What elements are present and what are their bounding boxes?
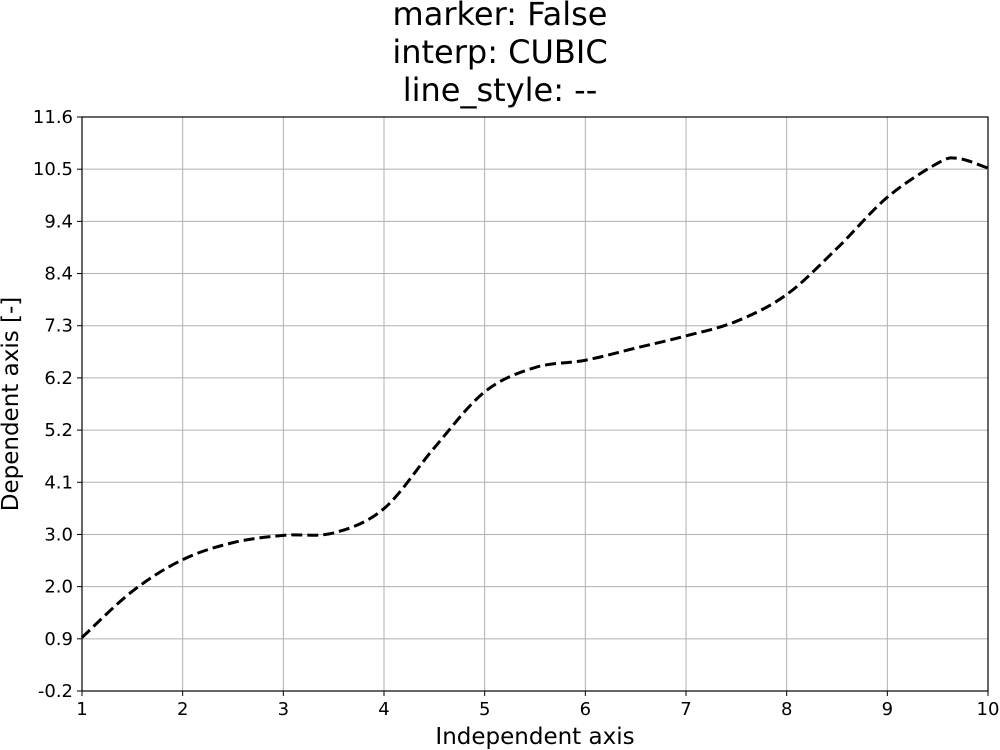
- x-axis-label: Independent axis: [435, 724, 634, 750]
- y-tick-label: 5.2: [44, 420, 73, 441]
- x-tick-label: 4: [378, 699, 389, 720]
- y-tick-label: 7.3: [44, 316, 73, 337]
- y-tick-label: 0.9: [44, 629, 73, 650]
- y-tick-label: 6.2: [44, 368, 73, 389]
- chart-title-line-2: interp: CUBIC: [392, 33, 607, 71]
- chart-title-line-1: marker: False: [393, 0, 608, 33]
- y-tick-label: 9.4: [44, 211, 73, 232]
- x-tick-label: 10: [977, 699, 1000, 720]
- plot-frame: [81, 116, 989, 692]
- x-tick-label: 5: [479, 699, 490, 720]
- y-tick-label: 4.1: [44, 472, 73, 493]
- grid: [81, 116, 989, 692]
- x-tick-label: 9: [882, 699, 893, 720]
- y-tick-label: -0.2: [38, 681, 73, 702]
- series-layer: [80, 156, 989, 639]
- y-tick-label: 10.5: [33, 159, 73, 180]
- y-tick-label: 11.6: [33, 107, 73, 128]
- x-tick-label: 2: [177, 699, 188, 720]
- x-tick-label: 3: [278, 699, 289, 720]
- x-axis-ticks: 1 2 3 4 5 6 7 8 9 10: [76, 691, 999, 720]
- series-line: [80, 156, 989, 639]
- chart-title-line-3: line_style: --: [403, 71, 598, 109]
- y-tick-label: 2.0: [44, 577, 73, 598]
- x-tick-label: 7: [680, 699, 691, 720]
- y-axis-ticks: -0.2 0.9 2.0 3.0 4.1 5.2 6.2 7.3 8.4 9.4 10.5 11.6: [33, 107, 82, 702]
- y-tick-label: 8.4: [44, 264, 73, 285]
- x-tick-label: 6: [580, 699, 591, 720]
- chart-title: marker: False interp: CUBIC line_style: …: [392, 0, 607, 109]
- x-tick-label: 8: [781, 699, 792, 720]
- y-tick-label: 3.0: [44, 524, 73, 545]
- y-axis-label: Dependent axis [-]: [0, 297, 24, 511]
- x-tick-label: 1: [76, 699, 87, 720]
